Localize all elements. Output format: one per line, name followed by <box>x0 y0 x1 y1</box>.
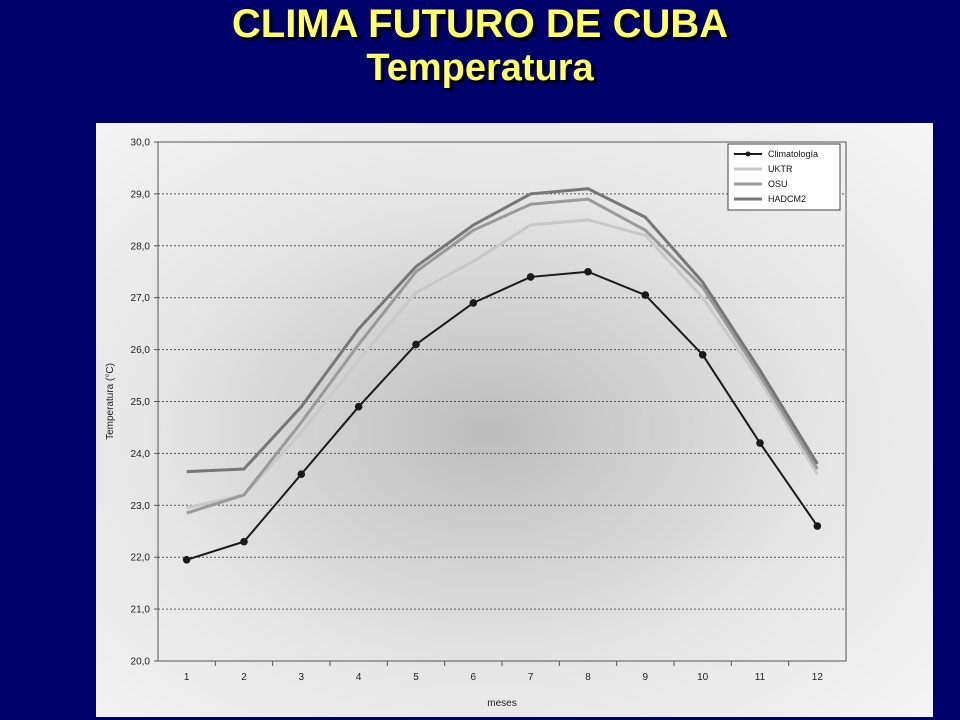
series-line-hadcm2 <box>186 187 819 474</box>
y-tick-label: 22,0 <box>131 553 151 564</box>
y-tick-label: 26,0 <box>131 345 151 356</box>
legend-marker <box>745 151 751 157</box>
slide-title-main: CLIMA FUTURO DE CUBA <box>231 2 729 46</box>
y-tick-label: 28,0 <box>131 241 151 252</box>
legend-entry: UKTR <box>768 164 793 174</box>
x-tick-label: 12 <box>812 672 824 683</box>
x-tick-label: 3 <box>299 672 305 683</box>
x-tick-label: 4 <box>356 672 362 683</box>
y-tick-label: 20,0 <box>131 657 151 668</box>
y-tick-label: 23,0 <box>131 501 151 512</box>
x-axis-title: meses <box>487 698 516 709</box>
data-point <box>584 267 592 276</box>
chart-background <box>96 123 933 717</box>
slide-subtitle: Temperatura <box>366 47 594 89</box>
x-tick-label: 9 <box>643 672 649 683</box>
x-tick-label: 1 <box>184 672 190 683</box>
slide-title: CLIMA FUTURO DE CUBA Temperatura <box>0 2 960 90</box>
series-line-climatolog-a <box>186 270 819 561</box>
legend-entry: OSU <box>768 179 788 189</box>
data-point <box>240 537 248 546</box>
y-tick-label: 24,0 <box>131 449 151 460</box>
x-tick-label: 6 <box>471 672 477 683</box>
data-point <box>813 522 822 530</box>
y-tick-label: 25,0 <box>131 397 151 408</box>
data-point <box>526 273 535 281</box>
data-point <box>756 439 764 447</box>
temperature-line-chart: 20,0 21,0 22,0 23,0 24,0 25,0 26,0 27,0 28,0 29,0… <box>96 123 933 717</box>
data-point <box>641 291 650 299</box>
data-point <box>182 555 191 564</box>
y-tick-label: 30,0 <box>131 138 151 149</box>
legend-entry: Climatología <box>768 149 818 159</box>
x-tick-label: 11 <box>755 672 766 683</box>
data-point <box>469 299 478 307</box>
y-tick-label: 27,0 <box>131 293 151 304</box>
y-tick-label: 29,0 <box>131 189 151 200</box>
series-line-osu <box>186 197 819 515</box>
x-tick-label: 7 <box>528 672 534 683</box>
legend-entry: HADCM2 <box>768 194 806 204</box>
data-point <box>698 350 707 359</box>
chart-panel: 20,0 21,0 22,0 23,0 24,0 25,0 26,0 27,0 28,0 29,0… <box>96 123 933 717</box>
x-tick-label: 5 <box>413 672 419 683</box>
x-tick-label: 8 <box>585 672 591 683</box>
x-tick-label: 2 <box>241 672 247 683</box>
y-tick-label: 21,0 <box>131 605 151 616</box>
y-axis-title: Temperatura (°C) <box>105 363 116 440</box>
data-point <box>354 402 363 411</box>
data-point <box>412 340 420 349</box>
x-tick-label: 10 <box>697 672 709 683</box>
series-line-uktr <box>186 218 819 510</box>
data-point <box>297 470 306 478</box>
